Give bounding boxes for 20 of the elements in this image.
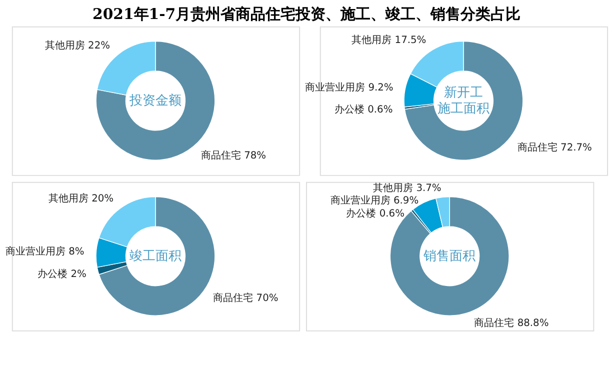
slice-label: 其他用房 17.5% (352, 34, 426, 46)
slice-label: 办公楼 2% (38, 268, 86, 280)
text: 2021年1-7月贵州省商品住宅投资、施工、竣工、销售分类占比 (92, 4, 521, 23)
slice-label: 其他用房 22% (44, 40, 110, 52)
slice-label: 商品住宅 70% (213, 292, 278, 304)
slice-label: 商业营业用房 6.9% (330, 194, 419, 207)
text: 施工面积 (437, 102, 490, 117)
slice-label: 商品住宅 88.8% (474, 317, 549, 330)
slice-label: 办公楼 0.6% (346, 208, 404, 220)
text: 销售面积 (422, 249, 476, 264)
slice-label: 商品住宅 72.7% (517, 141, 592, 154)
slice-label: 商品住宅 78% (200, 150, 266, 162)
text: 投资金额 (128, 94, 182, 109)
slice-label: 其他用房 3.7% (373, 182, 442, 194)
slice-label: 办公楼 0.6% (334, 104, 393, 116)
slice-label: 其他用房 20% (48, 192, 114, 204)
text: 新开工 (444, 86, 483, 101)
slice-label: 商业营业用房 9.2% (305, 82, 394, 94)
slice-label: 商业营业用房 8% (5, 246, 84, 258)
text: 竣工面积 (129, 249, 182, 264)
